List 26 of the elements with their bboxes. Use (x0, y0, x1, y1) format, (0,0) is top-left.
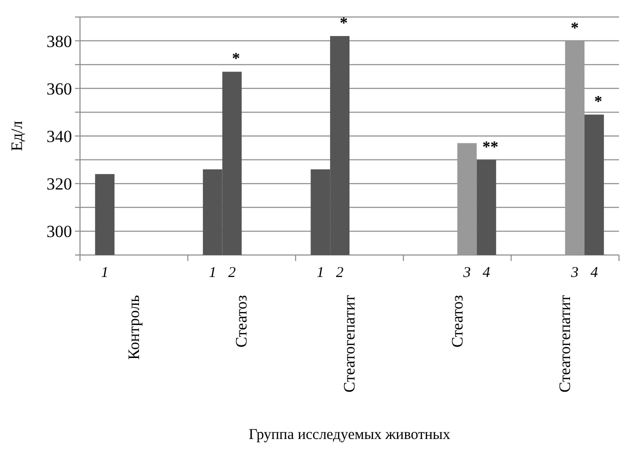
y-tick-label: 380 (46, 32, 72, 51)
x-axis-title: Группа исследуемых животных (248, 427, 451, 443)
data-label: * (232, 50, 240, 68)
x-tick-label: Контроль (126, 295, 143, 360)
data-label: * (594, 94, 602, 111)
text: 1 (208, 265, 216, 281)
series-label: 4 (482, 265, 491, 281)
y-tick-label: 320 (46, 174, 72, 194)
x-tick-label: Стеатогепатит (342, 294, 358, 392)
y-tick-label: 300 (46, 222, 72, 242)
y-axis-title: Ед/л (9, 120, 26, 152)
x-tick-label: Стеатоз (234, 295, 251, 348)
text: 4 (590, 265, 598, 281)
text: 3 (571, 265, 579, 281)
series-label: 3 (462, 265, 471, 281)
series-label: 1 (101, 265, 109, 281)
data-label: ** (482, 138, 498, 156)
x-tick-label: Стеатогепатит (557, 294, 574, 392)
y-tick-label: 360 (46, 79, 72, 98)
data-label: * (570, 20, 579, 37)
text: 2 (336, 265, 344, 281)
data-label: * (340, 15, 348, 32)
series-label: 2 (228, 265, 236, 281)
x-tick-label: Стеатоз (449, 295, 466, 348)
text: 1 (316, 265, 324, 281)
y-tick-label: 340 (46, 126, 72, 146)
